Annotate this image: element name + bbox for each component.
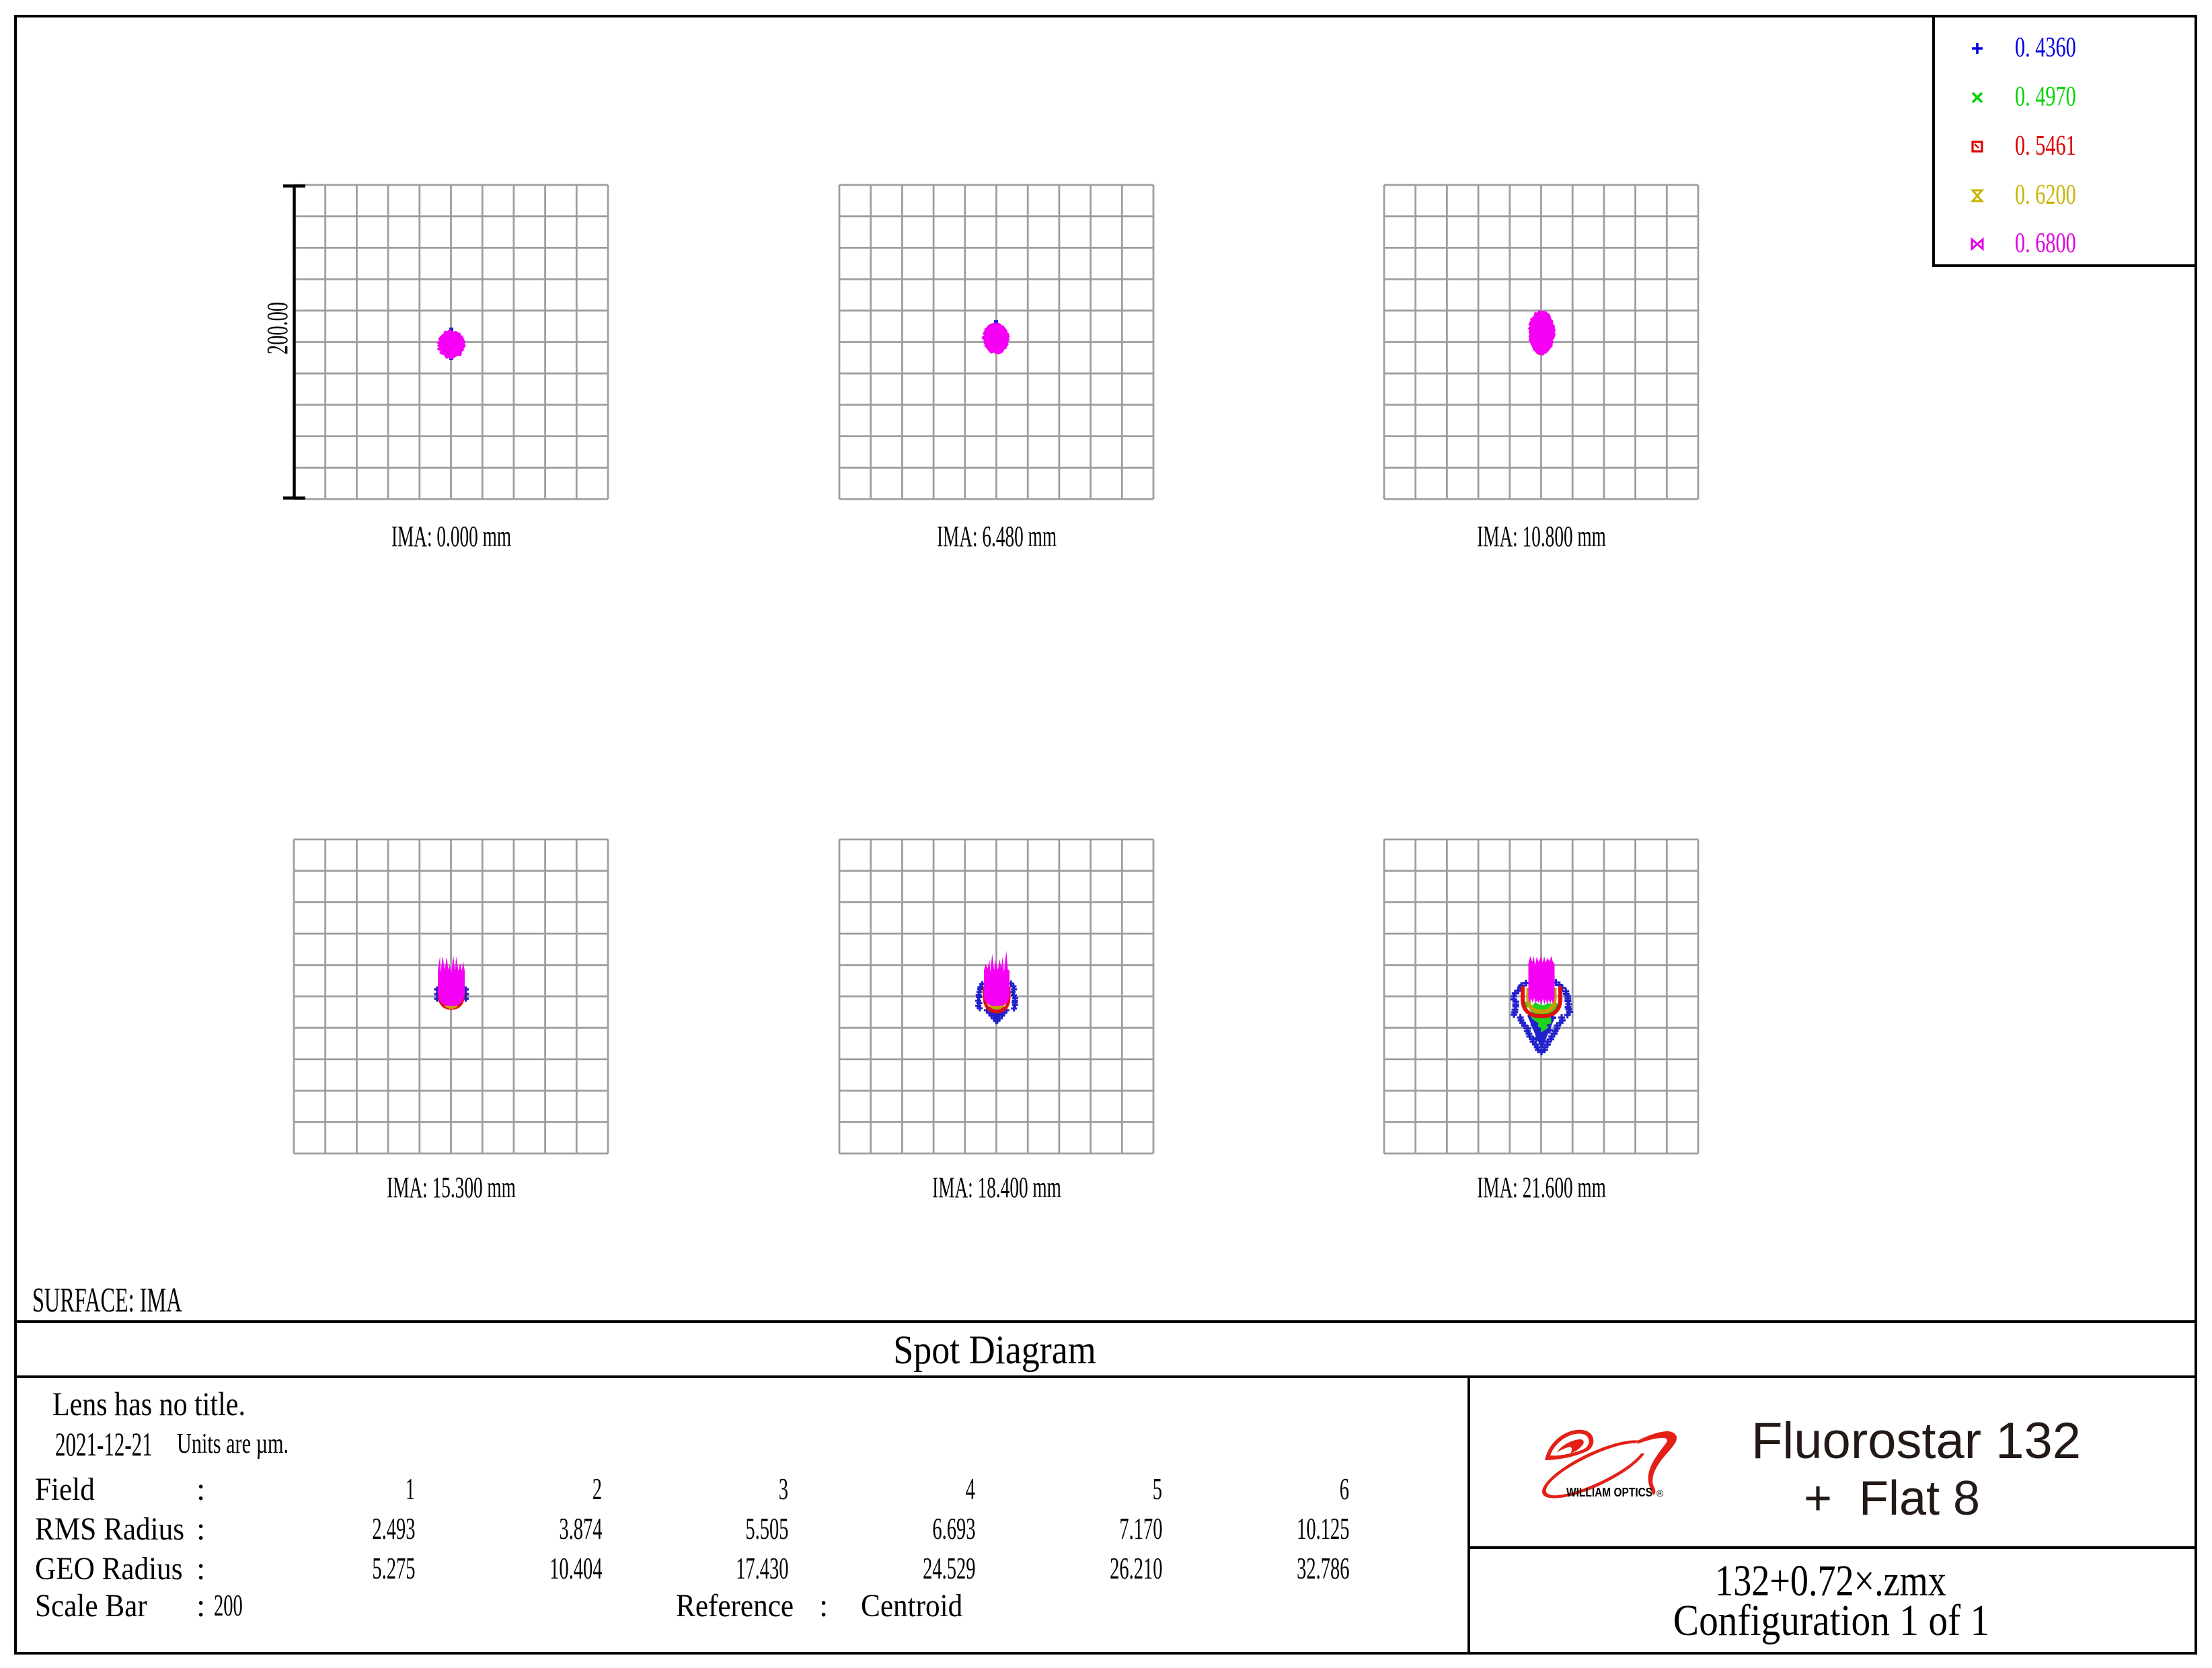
- svg-text:200.00: 200.00: [261, 302, 294, 354]
